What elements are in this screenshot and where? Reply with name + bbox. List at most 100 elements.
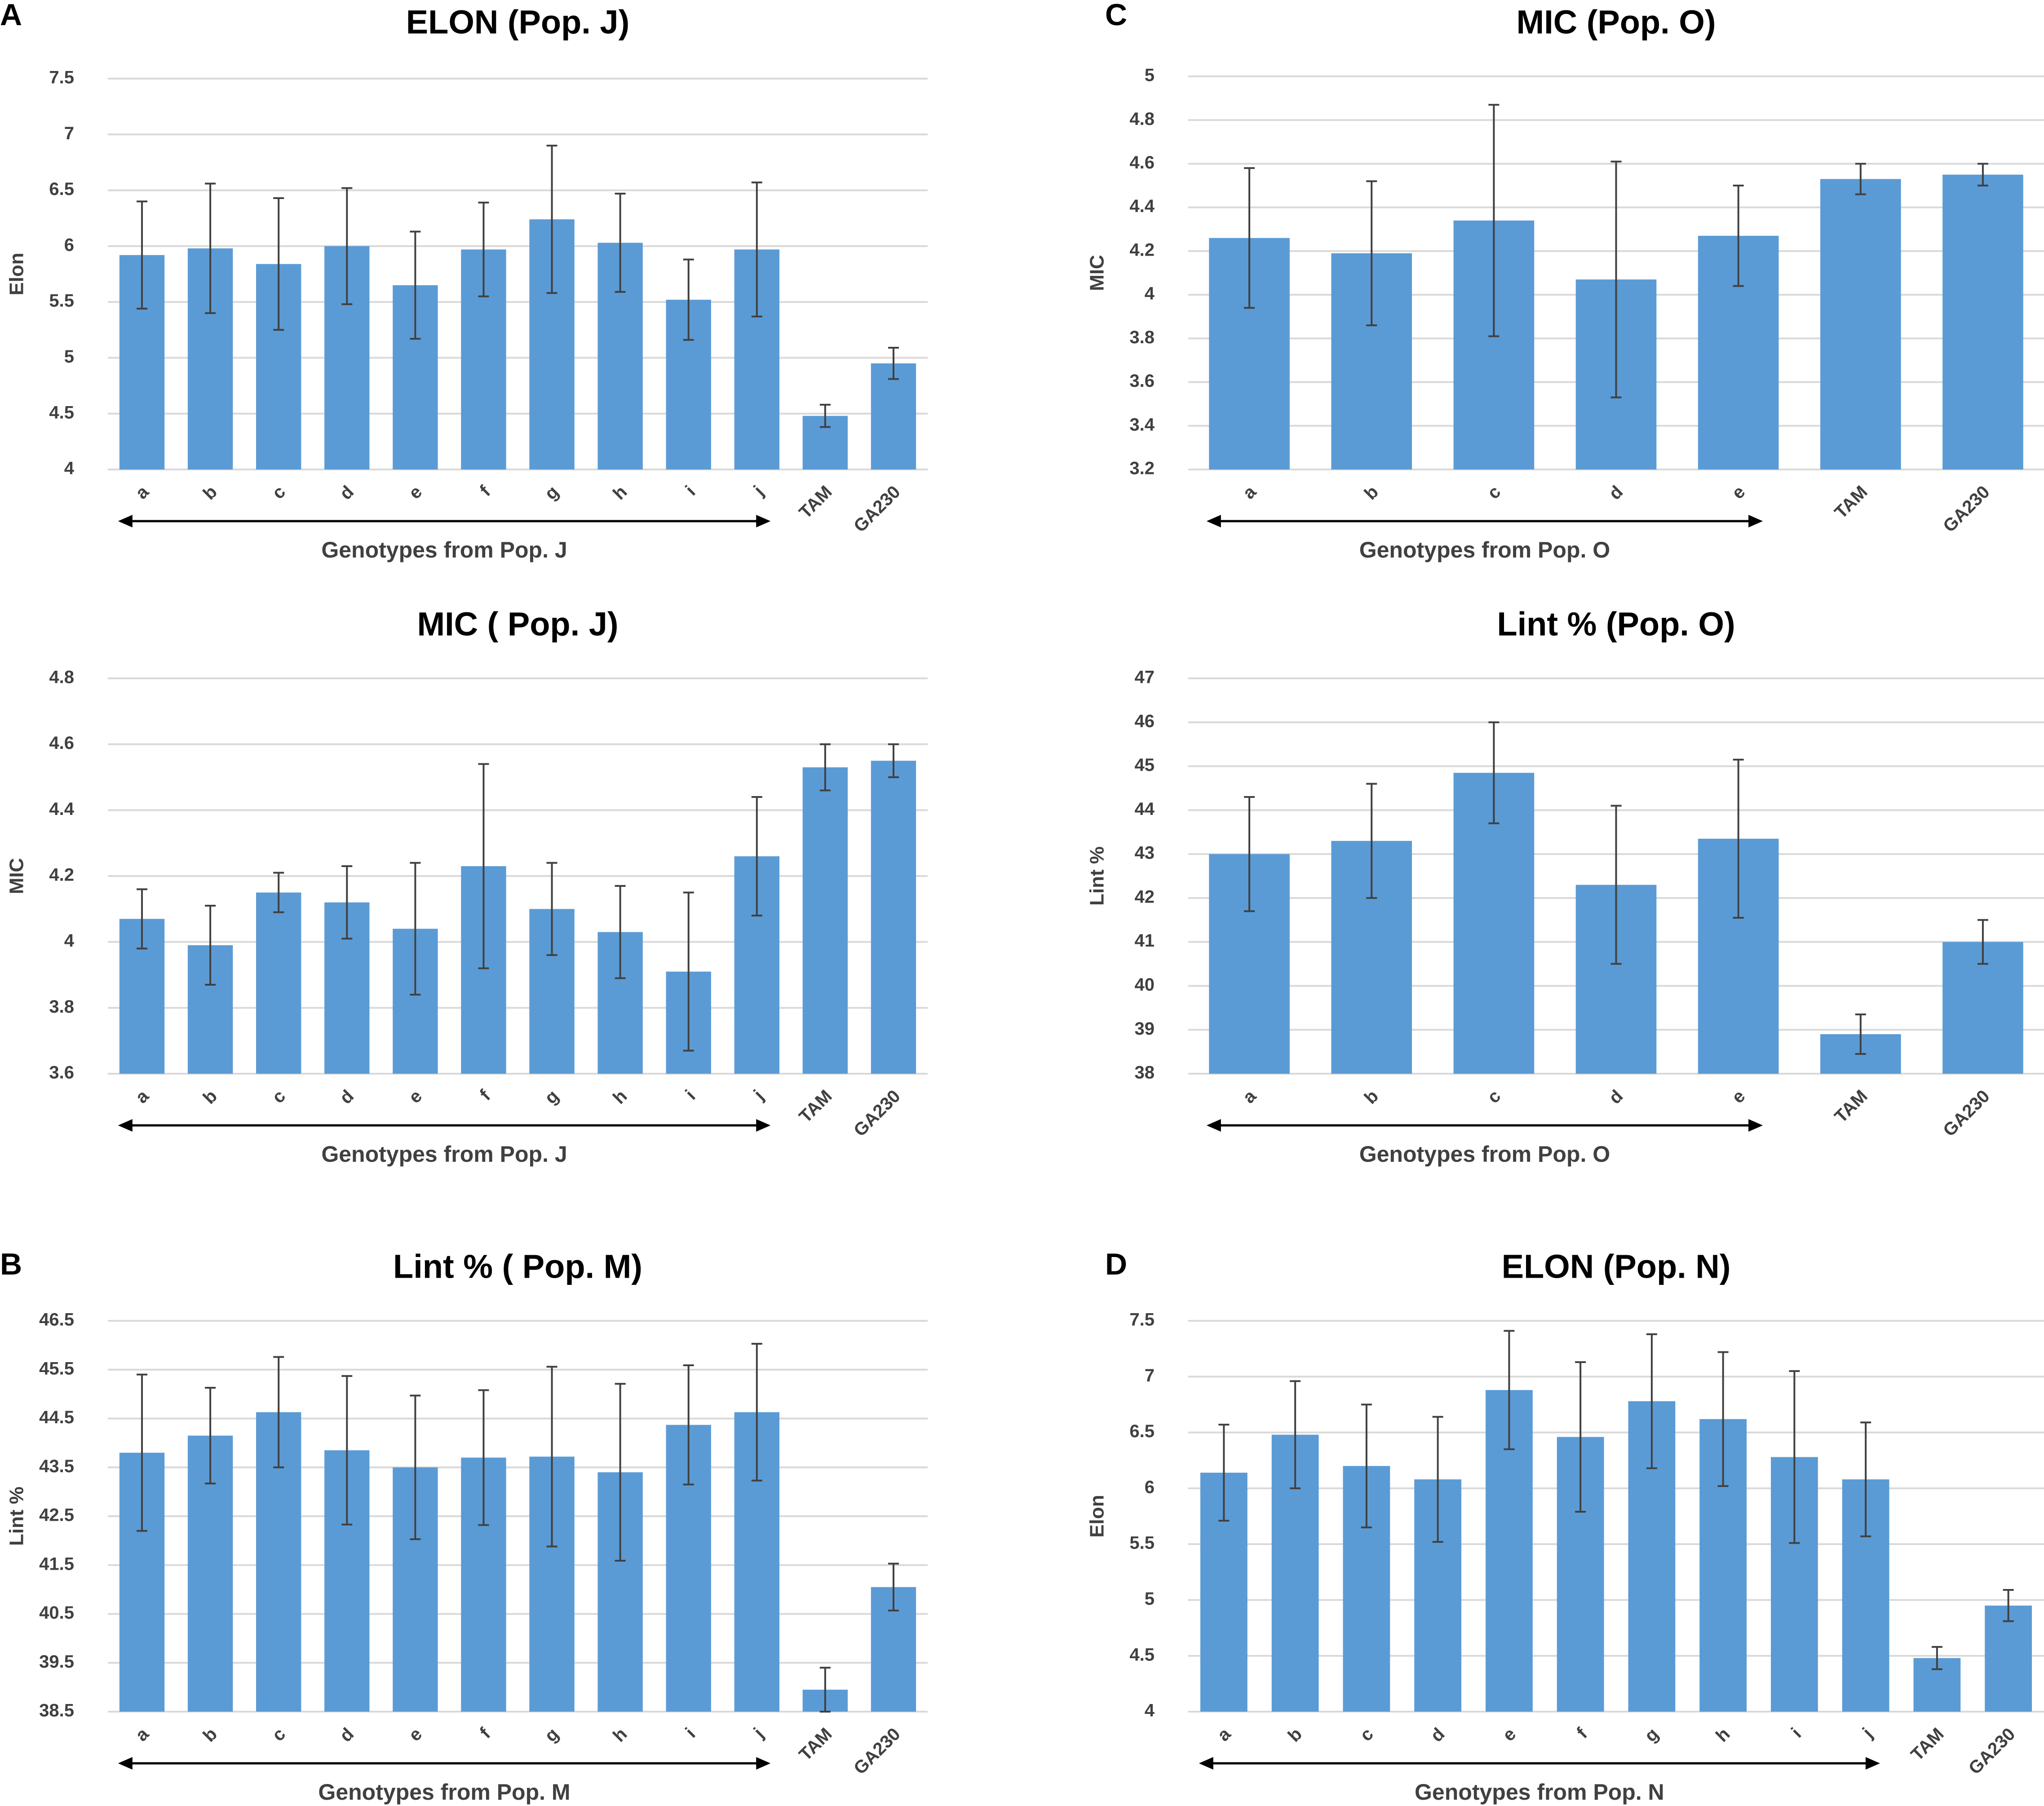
- bar-GA230: [871, 363, 916, 469]
- y-tick-label: 6.5: [49, 179, 74, 199]
- x-tick-label: c: [268, 1086, 289, 1107]
- y-tick-label: 7: [64, 124, 74, 143]
- y-tick-label: 40.5: [39, 1603, 74, 1623]
- chart-title: ELON (Pop. J): [406, 4, 629, 41]
- y-tick-label: 43.5: [39, 1456, 74, 1476]
- x-tick-label: TAM: [1831, 482, 1871, 522]
- y-tick-label: 44: [1135, 799, 1155, 819]
- x-tick-label: d: [1605, 1086, 1627, 1108]
- y-tick-label: 47: [1135, 668, 1155, 687]
- bar-TAM: [802, 767, 848, 1074]
- panel-label-d: D: [1105, 1247, 1128, 1281]
- x-tick-label: h: [609, 1086, 631, 1108]
- arrow-head-left: [1206, 1119, 1221, 1132]
- arrow-head-right: [756, 1757, 771, 1770]
- panel-label-a: A: [0, 0, 22, 32]
- y-tick-label: 43: [1135, 843, 1155, 863]
- y-tick-label: 42.5: [39, 1505, 74, 1525]
- x-tick-label: TAM: [795, 482, 836, 522]
- chart-6: ELON (Pop. N) 4 4.5 5 5.5 6 6.5 7 7.5 Elon a b c d e f g…: [1086, 1248, 2044, 1805]
- x-tick-label: GA230: [850, 482, 904, 536]
- x-axis-label: Genotypes from Pop. J: [321, 1142, 567, 1167]
- chart-2: MIC ( Pop. J) 3.6 3.8 4 4.2 4.4 4.6 4.8 MIC a b c d e…: [6, 606, 928, 1167]
- y-tick-label: 5.5: [1129, 1533, 1155, 1553]
- y-tick-label: 7.5: [1129, 1310, 1155, 1330]
- chart-title: Lint % (Pop. O): [1497, 606, 1735, 643]
- y-tick-label: 40: [1135, 975, 1155, 995]
- y-tick-label: 39.5: [39, 1652, 74, 1672]
- bar-GA230: [1985, 1605, 2032, 1712]
- x-tick-label: a: [132, 1724, 153, 1745]
- y-tick-label: 4.5: [1129, 1645, 1155, 1664]
- x-tick-label: e: [1728, 482, 1749, 503]
- x-tick-label: d: [336, 482, 358, 504]
- x-tick-label: e: [1499, 1724, 1520, 1745]
- x-tick-label: j: [750, 1086, 768, 1104]
- x-tick-label: i: [682, 1086, 699, 1104]
- y-tick-label: 44.5: [39, 1408, 74, 1427]
- x-tick-label: a: [1239, 1086, 1260, 1107]
- y-tick-label: 7.5: [49, 68, 74, 88]
- x-tick-label: e: [1728, 1086, 1749, 1107]
- y-tick-label: 3.4: [1129, 415, 1155, 434]
- arrow-head-right: [1748, 515, 1763, 527]
- arrow-head-left: [1206, 515, 1221, 527]
- y-tick-label: 45: [1135, 755, 1155, 775]
- x-tick-label: b: [199, 1086, 221, 1108]
- y-tick-label: 3.6: [1129, 371, 1155, 391]
- chart-5: Lint % (Pop. O) 38 39 40 41 42 43 44 45 46 47 Lint …: [1086, 606, 2044, 1167]
- x-tick-label: h: [1712, 1724, 1734, 1746]
- chart-title: MIC ( Pop. J): [417, 606, 618, 643]
- x-tick-label: c: [1483, 482, 1504, 503]
- x-tick-label: g: [541, 482, 562, 504]
- x-tick-label: g: [1641, 1724, 1662, 1746]
- y-tick-label: 3.8: [1129, 328, 1155, 347]
- x-tick-label: TAM: [1907, 1724, 1947, 1765]
- y-axis-label: MIC: [1086, 255, 1108, 291]
- chart-4: MIC (Pop. O) 3.2 3.4 3.6 3.8 4 4.2 4.4 4.6 4.8 5 MI…: [1086, 4, 2044, 562]
- x-tick-label: f: [476, 1086, 495, 1104]
- x-tick-label: a: [1239, 482, 1260, 503]
- x-axis-label: Genotypes from Pop. O: [1359, 537, 1610, 562]
- y-tick-label: 4: [1145, 1701, 1155, 1721]
- y-tick-label: 42: [1135, 887, 1155, 907]
- y-tick-label: 4.6: [1129, 153, 1155, 173]
- x-tick-label: j: [750, 482, 768, 500]
- y-axis-label: Lint %: [1086, 846, 1108, 906]
- y-tick-label: 38.5: [39, 1701, 74, 1721]
- x-tick-label: b: [199, 1724, 221, 1746]
- x-tick-label: j: [750, 1724, 768, 1742]
- y-tick-label: 5: [1145, 66, 1155, 85]
- x-tick-label: d: [336, 1724, 358, 1746]
- y-tick-label: 46: [1135, 711, 1155, 731]
- x-tick-label: c: [268, 1724, 289, 1745]
- chart-title: MIC (Pop. O): [1517, 4, 1716, 41]
- y-axis-label: Elon: [1086, 1495, 1108, 1537]
- bar-GA230: [1942, 174, 2023, 469]
- y-tick-label: 4: [1145, 284, 1155, 304]
- x-tick-label: j: [1858, 1724, 1876, 1742]
- arrow-head-right: [1865, 1757, 1880, 1770]
- arrow-head-right: [1748, 1119, 1763, 1132]
- y-tick-label: 41.5: [39, 1554, 74, 1574]
- x-tick-label: h: [609, 1724, 631, 1746]
- bar-TAM: [1820, 179, 1901, 469]
- x-tick-label: TAM: [795, 1086, 836, 1127]
- y-tick-label: 3.2: [1129, 459, 1155, 478]
- x-tick-label: d: [336, 1086, 358, 1108]
- panel-label-c: C: [1105, 0, 1128, 32]
- x-tick-label: i: [682, 482, 699, 500]
- arrow-head-left: [118, 1757, 133, 1770]
- y-tick-label: 6: [1145, 1477, 1155, 1497]
- arrow-head-left: [1199, 1757, 1213, 1770]
- x-tick-label: h: [609, 482, 631, 504]
- y-tick-label: 7: [1145, 1366, 1155, 1385]
- y-tick-label: 45.5: [39, 1359, 74, 1378]
- chart-title: ELON (Pop. N): [1502, 1248, 1731, 1285]
- x-tick-label: f: [1573, 1724, 1591, 1742]
- y-tick-label: 4.4: [49, 799, 74, 819]
- x-tick-label: c: [268, 482, 289, 503]
- x-tick-label: e: [405, 1086, 426, 1107]
- y-tick-label: 4.5: [49, 403, 74, 422]
